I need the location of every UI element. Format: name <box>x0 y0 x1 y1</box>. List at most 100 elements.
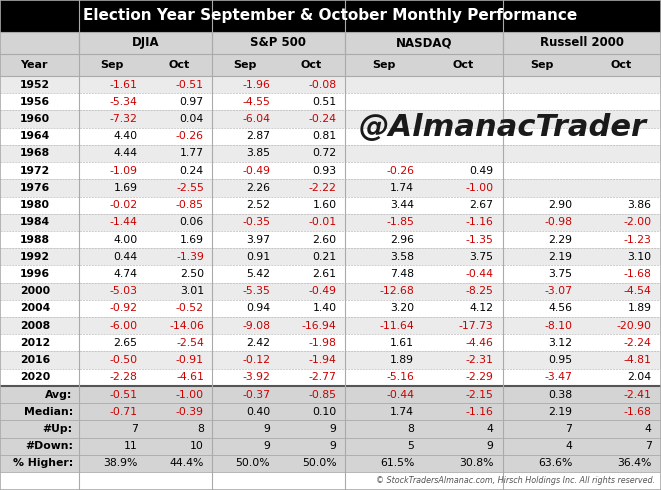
Text: @AlmanacTrader: @AlmanacTrader <box>359 113 646 142</box>
Text: -0.92: -0.92 <box>110 303 137 314</box>
Text: 0.04: 0.04 <box>180 114 204 124</box>
Text: 0.72: 0.72 <box>313 148 336 158</box>
Text: 1.40: 1.40 <box>313 303 336 314</box>
Text: Oct: Oct <box>611 60 632 70</box>
Text: S&P 500: S&P 500 <box>250 36 306 49</box>
Text: -4.55: -4.55 <box>243 97 270 107</box>
Bar <box>0 231 661 248</box>
Text: 11: 11 <box>124 441 137 451</box>
Text: 5: 5 <box>407 441 414 451</box>
Text: 1956: 1956 <box>20 97 50 107</box>
Text: 0.44: 0.44 <box>114 252 137 262</box>
Text: 1952: 1952 <box>20 79 50 90</box>
Text: -0.52: -0.52 <box>176 303 204 314</box>
Text: 2.87: 2.87 <box>246 131 270 141</box>
Text: 0.24: 0.24 <box>180 166 204 176</box>
Text: 8: 8 <box>407 424 414 434</box>
Text: -0.08: -0.08 <box>309 79 336 90</box>
Bar <box>0 334 661 351</box>
Text: -5.03: -5.03 <box>110 286 137 296</box>
Bar <box>0 317 661 334</box>
Text: 0.97: 0.97 <box>180 97 204 107</box>
Text: -5.16: -5.16 <box>386 372 414 382</box>
Text: -1.98: -1.98 <box>309 338 336 348</box>
Text: 4.00: 4.00 <box>113 235 137 245</box>
Text: Election Year September & October Monthly Performance: Election Year September & October Monthl… <box>83 8 577 24</box>
Text: Sep: Sep <box>531 60 554 70</box>
Text: 2.19: 2.19 <box>549 252 572 262</box>
Text: -2.31: -2.31 <box>465 355 493 365</box>
Bar <box>0 76 661 93</box>
Text: 1984: 1984 <box>20 218 50 227</box>
Text: -0.91: -0.91 <box>176 355 204 365</box>
Bar <box>0 128 661 145</box>
Text: 9: 9 <box>263 441 270 451</box>
Text: 9: 9 <box>486 441 493 451</box>
Bar <box>0 162 661 179</box>
Text: -6.04: -6.04 <box>242 114 270 124</box>
Text: 2.96: 2.96 <box>390 235 414 245</box>
Text: 2020: 2020 <box>20 372 50 382</box>
Text: -2.29: -2.29 <box>465 372 493 382</box>
Bar <box>0 54 661 76</box>
Text: 2.26: 2.26 <box>246 183 270 193</box>
Text: #Down:: #Down: <box>24 441 73 451</box>
Text: -4.61: -4.61 <box>176 372 204 382</box>
Text: 4.40: 4.40 <box>114 131 137 141</box>
Text: 0.40: 0.40 <box>246 407 270 416</box>
Text: Year: Year <box>20 60 48 70</box>
Text: -4.46: -4.46 <box>465 338 493 348</box>
Text: -2.15: -2.15 <box>465 390 493 399</box>
Text: 4.44: 4.44 <box>114 148 137 158</box>
Text: 2004: 2004 <box>20 303 50 314</box>
Text: 3.44: 3.44 <box>390 200 414 210</box>
Text: 8: 8 <box>197 424 204 434</box>
Text: -8.25: -8.25 <box>465 286 493 296</box>
Text: 50.0%: 50.0% <box>235 458 270 468</box>
Text: -8.10: -8.10 <box>545 320 572 331</box>
Text: 38.9%: 38.9% <box>103 458 137 468</box>
Text: -2.55: -2.55 <box>176 183 204 193</box>
Text: 7: 7 <box>566 424 572 434</box>
Text: 1980: 1980 <box>20 200 50 210</box>
Bar <box>0 300 661 317</box>
Text: NASDAQ: NASDAQ <box>395 36 452 49</box>
Bar <box>0 93 661 110</box>
Text: 2.04: 2.04 <box>627 372 652 382</box>
Text: -1.23: -1.23 <box>623 235 652 245</box>
Bar <box>0 214 661 231</box>
Text: 1964: 1964 <box>20 131 50 141</box>
Text: #Up:: #Up: <box>43 424 73 434</box>
Bar <box>0 0 661 32</box>
Text: Sep: Sep <box>372 60 396 70</box>
Text: 2.50: 2.50 <box>180 269 204 279</box>
Text: 30.8%: 30.8% <box>459 458 493 468</box>
Text: 7: 7 <box>644 441 652 451</box>
Text: -2.28: -2.28 <box>110 372 137 382</box>
Text: -1.00: -1.00 <box>465 183 493 193</box>
Text: -0.50: -0.50 <box>109 355 137 365</box>
Text: 0.93: 0.93 <box>313 166 336 176</box>
Text: 1.74: 1.74 <box>390 183 414 193</box>
Text: -12.68: -12.68 <box>379 286 414 296</box>
Text: 1.61: 1.61 <box>390 338 414 348</box>
Text: 61.5%: 61.5% <box>380 458 414 468</box>
Bar <box>0 248 661 266</box>
Text: -1.61: -1.61 <box>110 79 137 90</box>
Text: 2012: 2012 <box>20 338 50 348</box>
Text: 0.38: 0.38 <box>548 390 572 399</box>
Bar <box>0 420 661 438</box>
Text: -0.85: -0.85 <box>309 390 336 399</box>
Text: 3.86: 3.86 <box>627 200 652 210</box>
Bar <box>0 196 661 214</box>
Bar <box>0 403 661 420</box>
Text: -1.68: -1.68 <box>623 407 652 416</box>
Text: © StockTradersAlmanac.com, Hirsch Holdings Inc. All rights reserved.: © StockTradersAlmanac.com, Hirsch Holdin… <box>376 476 655 486</box>
Text: 1996: 1996 <box>20 269 50 279</box>
Text: 5.42: 5.42 <box>246 269 270 279</box>
Text: 1.69: 1.69 <box>180 235 204 245</box>
Text: -1.94: -1.94 <box>309 355 336 365</box>
Text: -1.16: -1.16 <box>465 407 493 416</box>
Text: 2000: 2000 <box>20 286 50 296</box>
Text: 2.65: 2.65 <box>114 338 137 348</box>
